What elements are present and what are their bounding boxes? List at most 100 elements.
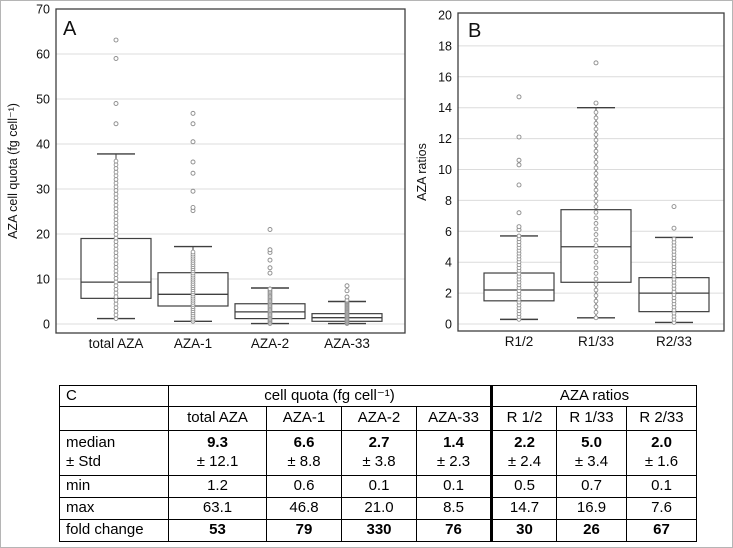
column-header: R 1/2	[490, 406, 557, 431]
data-point	[267, 286, 273, 292]
y-tick-label: 20	[438, 9, 452, 23]
column-header	[59, 406, 169, 431]
table-row: median ± Std 9.3 ± 12.1 6.6 ± 8.8 2.7 ± 3.8 1.4 ±…	[59, 430, 697, 476]
value-cell: 14.7	[490, 497, 557, 520]
data-point	[593, 232, 599, 237]
value-cell: 63.1	[168, 497, 267, 520]
y-tick-label: 0	[445, 318, 452, 332]
value-cell: 53	[168, 519, 267, 542]
x-category-label: R2/33	[656, 334, 692, 349]
data-point	[593, 132, 599, 137]
data-point	[593, 243, 599, 248]
data-point	[593, 204, 599, 210]
value-cell: 5.0 ± 3.4	[556, 430, 627, 476]
plot-border	[457, 12, 725, 332]
data-point	[593, 265, 599, 271]
value-cell: 26	[556, 519, 627, 542]
y-tick-label: 10	[438, 163, 452, 177]
outlier-point	[516, 182, 522, 188]
y-tick-label: 16	[438, 70, 452, 84]
y-tick-label: 20	[36, 228, 50, 242]
data-point	[593, 159, 599, 165]
outlier-point	[344, 294, 350, 300]
box-aza-33	[311, 283, 383, 326]
panel-a-boxplot-chart: 0 10 20 30 40 50 60 70 AZA cell quota (fg cell⁻¹…	[6, 3, 406, 351]
outlier-point	[113, 121, 119, 127]
value-cell: 1.2	[168, 475, 267, 498]
outlier-point	[344, 288, 350, 294]
data-point	[593, 226, 599, 232]
y-tick-label: 0	[43, 318, 50, 332]
y-tick-label: 2	[445, 287, 452, 301]
value-cell: 76	[416, 519, 492, 542]
value-cell: 2.2 ± 2.4	[490, 430, 557, 476]
data-point	[593, 215, 599, 221]
x-category-label: total AZA	[89, 336, 144, 351]
x-category-label: AZA-1	[174, 336, 212, 351]
data-point	[593, 193, 599, 198]
x-category-label: AZA-33	[324, 336, 370, 351]
box-aza-2	[234, 227, 306, 326]
data-point	[593, 209, 599, 215]
value-cell: 0.1	[341, 475, 417, 498]
outlier-point	[267, 257, 273, 263]
outlier-point	[267, 247, 273, 253]
outlier-point	[267, 265, 273, 271]
row-label: median ± Std	[59, 430, 169, 476]
column-header: AZA-2	[341, 406, 417, 431]
value-cell: 1.4 ± 2.3	[416, 430, 492, 476]
column-header: AZA-33	[416, 406, 492, 431]
data-point	[593, 182, 599, 187]
data-point	[593, 254, 599, 260]
outlier-point	[593, 60, 599, 66]
data-point	[593, 315, 599, 321]
y-tick-label: 10	[36, 273, 50, 287]
column-header: AZA-1	[266, 406, 342, 431]
outlier-point	[190, 204, 196, 210]
row-label: fold change	[59, 519, 169, 542]
data-point	[593, 154, 599, 160]
value-cell: 7.6	[626, 497, 697, 520]
data-point	[593, 282, 599, 287]
column-header: R 1/33	[556, 406, 627, 431]
outlier-point	[190, 159, 196, 165]
y-axis-title: AZA cell quota (fg cell⁻¹)	[6, 103, 20, 239]
value-cell: 2.0 ± 1.6	[626, 430, 697, 476]
box-aza-1	[157, 110, 229, 324]
panel-letter: B	[468, 20, 481, 42]
box-r1-33	[560, 60, 632, 321]
outlier-point	[516, 157, 522, 163]
y-tick-label: 6	[445, 225, 452, 239]
outlier-point	[344, 283, 350, 289]
data-point	[593, 187, 599, 193]
outlier-point	[516, 210, 522, 216]
outlier-point	[113, 101, 119, 106]
value-cell: 30	[490, 519, 557, 542]
outlier-point	[267, 227, 273, 232]
outlier-point	[671, 204, 677, 210]
y-tick-label: 70	[36, 3, 50, 17]
panel-b-boxplot-chart: 0 2 4 6 8 10 12 14 16 18 20 AZA ratios B R1/2 R1/33 R2/…	[415, 9, 725, 349]
data-point	[516, 233, 522, 239]
outlier-point	[190, 139, 196, 145]
data-point	[593, 137, 599, 143]
y-tick-label: 30	[36, 183, 50, 197]
value-cell: 21.0	[341, 497, 417, 520]
outlier-point	[671, 225, 677, 231]
data-point	[190, 249, 196, 255]
data-point	[593, 248, 599, 254]
data-point	[593, 126, 599, 132]
outlier-point	[190, 121, 196, 127]
table-row: max 63.1 46.8 21.0 8.5 14.7 16.9 7.6	[59, 497, 697, 520]
data-point	[593, 259, 599, 265]
outlier-point	[516, 162, 522, 168]
value-cell: 79	[266, 519, 342, 542]
outlier-point	[190, 188, 196, 194]
data-point	[593, 293, 599, 298]
value-cell: 9.3 ± 12.1	[168, 430, 267, 476]
row-label: max	[59, 497, 169, 520]
box-r1-2	[483, 94, 555, 322]
value-cell: 0.5	[490, 475, 557, 498]
box-r2-33	[638, 204, 710, 325]
